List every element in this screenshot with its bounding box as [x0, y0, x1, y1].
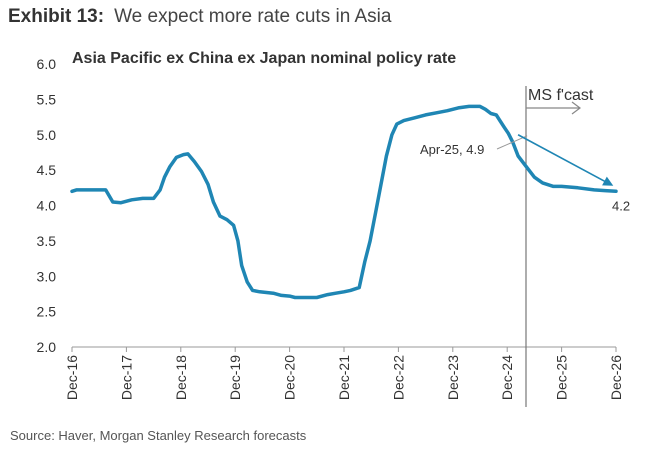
exhibit-label: Exhibit 13:	[8, 6, 105, 27]
x-axis: Dec-16 Dec-17 Dec-18 Dec-19 Dec-20 Dec-21 Dec-…	[64, 346, 624, 400]
x-tick-label: Dec-23	[445, 355, 461, 400]
x-tick-label: Dec-18	[173, 355, 189, 400]
y-tick-label: 5.5	[37, 91, 57, 107]
forecast-arrow	[526, 101, 581, 115]
y-tick-label: 6.0	[37, 56, 57, 72]
x-tick-label: Dec-17	[118, 355, 134, 400]
forecast-label: MS f'cast	[528, 87, 594, 104]
x-tick-label: Dec-25	[554, 355, 570, 400]
exhibit-title: We expect more rate cuts in Asia	[114, 6, 392, 27]
chart-title: Asia Pacific ex China ex Japan nominal p…	[72, 50, 456, 67]
annotation-layer: Apr-25, 4.9 4.2	[420, 134, 630, 213]
y-axis: 2.0 2.5 3.0 3.5 4.0 4.5 5.0 5.5 6.0	[37, 56, 57, 355]
x-tick-label: Dec-16	[64, 355, 80, 400]
policy-rate-chart: Asia Pacific ex China ex Japan nominal p…	[37, 50, 630, 407]
x-tick-label: Dec-19	[227, 355, 243, 400]
y-tick-label: 2.5	[37, 304, 57, 320]
y-tick-label: 3.0	[37, 268, 57, 284]
y-tick-label: 3.5	[37, 233, 57, 249]
y-tick-label: 4.5	[37, 162, 57, 178]
y-tick-label: 4.0	[37, 198, 57, 214]
series-line	[70, 104, 618, 300]
x-tick-label: Dec-20	[282, 355, 298, 400]
source-note: Source: Haver, Morgan Stanley Research f…	[10, 428, 307, 443]
y-tick-label: 5.0	[37, 127, 57, 143]
annotation-leader	[496, 135, 528, 150]
annotation-label: 4.2	[612, 198, 630, 213]
x-tick-label: Dec-21	[336, 355, 352, 400]
trend-arrow-head	[602, 176, 614, 186]
annotation-label: Apr-25, 4.9	[420, 142, 484, 157]
series-layer	[70, 104, 618, 300]
x-tick-label: Dec-22	[390, 355, 406, 400]
x-tick-label: Dec-26	[608, 355, 624, 400]
trend-arrow-line	[517, 134, 608, 184]
x-tick-label: Dec-24	[499, 355, 515, 400]
exhibit-header: Exhibit 13: We expect more rate cuts in A…	[8, 6, 391, 28]
y-tick-label: 2.0	[37, 339, 57, 355]
